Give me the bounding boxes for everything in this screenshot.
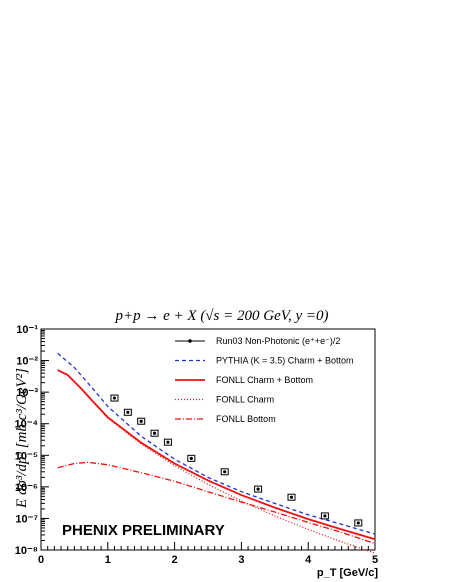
data-point-box <box>220 468 229 476</box>
data-point <box>152 431 157 435</box>
data-point-box <box>187 454 196 462</box>
data-point-box <box>137 417 146 425</box>
data-point <box>126 410 130 414</box>
legend-label: Run03 Non-Photonic (e⁺+e⁻)/2 <box>216 336 340 346</box>
x-tick-label: 5 <box>372 554 378 566</box>
y-tick-label: 10⁻² <box>16 356 38 368</box>
y-tick-label: 10⁻⁷ <box>15 513 38 525</box>
data-point-box <box>150 429 159 437</box>
legend-label: FONLL Charm + Bottom <box>216 375 313 385</box>
axis-ticks: 0 1 2 3 4 5 10⁻⁸ 10⁻⁷ 10⁻⁶ 10⁻⁵ 10⁻⁴ 10⁻³ 10⁻² 10⁻¹ <box>15 324 379 566</box>
x-axis-label: p_T [GeV/c] <box>317 567 378 579</box>
data-point-box <box>320 512 329 520</box>
data-points-layer <box>110 394 363 527</box>
data-point-box <box>354 519 363 527</box>
data-point-box <box>110 394 119 402</box>
data-point <box>189 456 193 460</box>
y-tick-label: 10⁻³ <box>16 387 38 399</box>
y-tick-label: 10⁻⁸ <box>15 545 38 557</box>
curves-layer <box>57 352 376 554</box>
data-point-box <box>163 438 172 446</box>
data-point <box>323 514 327 518</box>
legend-label: FONLL Bottom <box>216 414 276 424</box>
x-tick-label: 2 <box>172 554 178 566</box>
curve-dashed <box>57 352 376 535</box>
curve-dotted <box>57 369 376 554</box>
x-tick-label: 0 <box>38 554 44 566</box>
y-tick-label: 10⁻⁶ <box>15 482 38 494</box>
y-tick-label: 10⁻¹ <box>16 324 38 336</box>
chart-title: p+p → e + X (√s = 200 GeV, y =0) <box>115 308 329 324</box>
x-tick-label: 1 <box>105 554 111 566</box>
data-point <box>139 419 143 423</box>
data-point <box>256 487 260 491</box>
data-point-box <box>287 493 296 501</box>
x-tick-label: 4 <box>305 554 312 566</box>
legend: Run03 Non-Photonic (e⁺+e⁻)/2 PYTHIA (K = … <box>175 336 354 424</box>
y-tick-label: 10⁻⁵ <box>15 450 38 462</box>
data-point <box>166 440 170 444</box>
legend-marker-point <box>188 339 192 343</box>
data-point <box>223 470 227 474</box>
y-axis-label: E dσ³/dp³ [mb c³/GeV²] <box>14 368 30 509</box>
data-point <box>356 521 360 525</box>
data-point <box>289 495 294 499</box>
x-tick-label: 3 <box>238 554 244 566</box>
data-point <box>112 396 117 400</box>
curve-dashdot <box>57 461 376 545</box>
legend-label: FONLL Charm <box>216 395 274 405</box>
preliminary-annotation: PHENIX PRELIMINARY <box>62 522 225 539</box>
data-point-box <box>123 408 132 416</box>
y-tick-label: 10⁻⁴ <box>15 419 38 431</box>
legend-label: PYTHIA (K = 3.5) Charm + Bottom <box>216 356 354 366</box>
data-point-box <box>254 485 263 493</box>
